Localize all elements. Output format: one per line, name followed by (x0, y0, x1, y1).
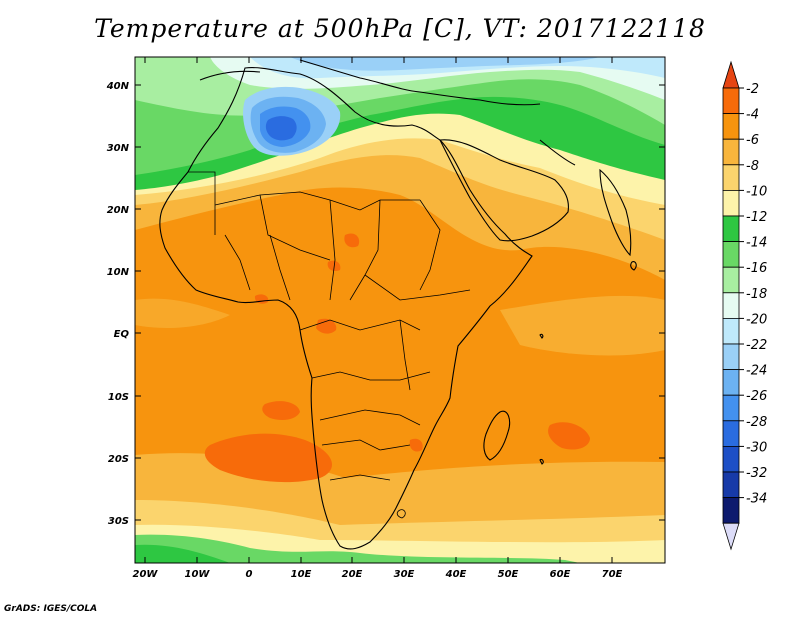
lon-label: 50E (498, 569, 519, 580)
colorbar-label: -6 (746, 133, 759, 148)
lon-label: 30E (394, 569, 415, 580)
lat-label: 20S (108, 454, 129, 465)
colorbar-label: -14 (746, 236, 767, 251)
colorbar-label: -26 (746, 389, 767, 404)
colorbar-label: -20 (746, 312, 767, 327)
lat-label: 30S (108, 516, 129, 527)
lon-label: 70E (602, 569, 623, 580)
colorbar-label: -16 (746, 261, 767, 276)
lon-label: 20W (133, 569, 159, 580)
colorbar-swatch (722, 445, 740, 473)
colorbar-label: -32 (746, 466, 767, 481)
colorbar-swatch (722, 189, 740, 217)
lon-label: 20E (342, 569, 363, 580)
colorbar-swatch (722, 420, 740, 447)
colorbar-top-arrow (722, 60, 740, 89)
colorbar-label: -28 (746, 415, 767, 430)
longitude-labels: 20W 10W 0 10E 20E 30E 40E 50E 60E 70E (133, 569, 623, 580)
colorbar-swatch (722, 471, 740, 499)
colorbar-swatch (722, 241, 740, 268)
colorbar-swatch (722, 87, 740, 115)
colorbar-swatch (722, 317, 740, 345)
colorbar-label: -18 (746, 287, 767, 302)
colorbar-label: -4 (746, 108, 759, 123)
colorbar-swatch (722, 292, 740, 319)
lat-label: 40N (106, 81, 130, 92)
lon-label: 10E (291, 569, 312, 580)
colorbar-bottom-arrow (722, 522, 740, 551)
temperature-field (135, 57, 665, 563)
coastlines (159, 59, 637, 550)
colorbar-label: -30 (746, 440, 767, 455)
colorbar-swatch (722, 138, 740, 166)
colorbar-label: -34 (746, 492, 767, 507)
map-title: Temperature at 500hPa [C], VT: 201712211… (94, 14, 706, 43)
lat-label: 10N (107, 267, 130, 278)
lat-label: 30N (107, 143, 130, 154)
lat-label: 10S (108, 392, 129, 403)
colorbar-label: -2 (746, 82, 759, 97)
colorbar-swatch (722, 215, 740, 243)
axis-ticks (135, 57, 665, 563)
country-borders (188, 171, 471, 519)
colorbar-label: -12 (746, 210, 767, 225)
colorbar: -2 -4 -6 -8 -10 -12 -14 -16 -18 -20 -22 -24 -26 -28 -3… (722, 60, 767, 551)
lon-label: 0 (246, 569, 253, 580)
lon-label: 10W (185, 569, 211, 580)
lat-label: 20N (107, 205, 130, 216)
colorbar-swatch (722, 343, 740, 371)
colorbar-label: -10 (746, 184, 767, 199)
lon-label: 40E (445, 569, 467, 580)
colorbar-swatch (722, 394, 740, 422)
colorbar-swatch (722, 113, 740, 140)
lon-label: 60E (550, 569, 571, 580)
map-frame (134, 56, 666, 564)
colorbar-swatch (722, 164, 740, 191)
colorbar-label: -22 (746, 338, 767, 353)
colorbar-swatch (722, 266, 740, 294)
lat-label: EQ (114, 329, 130, 340)
colorbar-swatch (722, 369, 740, 396)
colorbar-label: -24 (746, 364, 767, 379)
latitude-labels: 40N 30N 20N 10N EQ 10S 20S 30S (106, 81, 130, 527)
colorbar-swatch (722, 497, 740, 524)
colorbar-label: -8 (746, 159, 759, 174)
grads-credit: GrADS: IGES/COLA (4, 604, 98, 614)
